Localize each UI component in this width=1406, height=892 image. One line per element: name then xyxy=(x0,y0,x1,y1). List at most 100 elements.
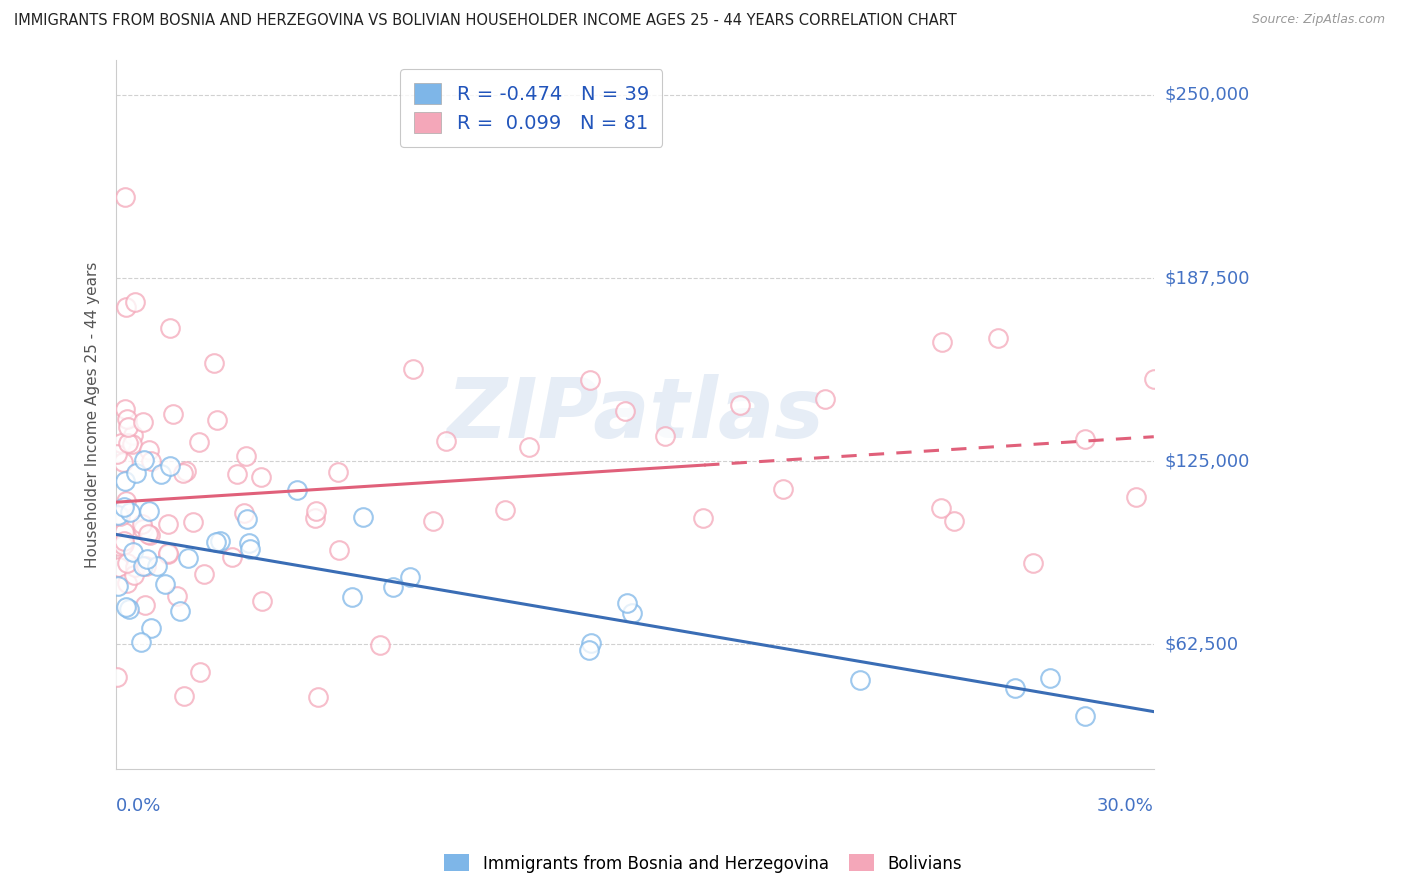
Point xyxy=(1143,372,1166,386)
Point xyxy=(614,404,637,418)
Text: IMMIGRANTS FROM BOSNIA AND HERZEGOVINA VS BOLIVIAN HOUSEHOLDER INCOME AGES 25 - : IMMIGRANTS FROM BOSNIA AND HERZEGOVINA V… xyxy=(14,13,957,29)
Point xyxy=(172,467,194,481)
Text: 0.0%: 0.0% xyxy=(117,797,162,815)
Point xyxy=(150,467,173,482)
Point xyxy=(1039,671,1062,685)
Text: $187,500: $187,500 xyxy=(1166,269,1250,287)
Point xyxy=(193,567,215,582)
Point xyxy=(111,455,134,469)
Text: $62,500: $62,500 xyxy=(1166,635,1239,654)
Point xyxy=(132,523,155,537)
Point xyxy=(105,447,128,461)
Point xyxy=(107,508,129,523)
Point xyxy=(579,636,602,650)
Point xyxy=(108,560,131,574)
Point xyxy=(399,570,422,584)
Point xyxy=(285,483,308,497)
Point xyxy=(139,454,162,468)
Point xyxy=(692,511,714,525)
Point xyxy=(110,436,132,450)
Point xyxy=(118,505,141,519)
Point xyxy=(987,331,1010,345)
Point xyxy=(125,466,148,480)
Point xyxy=(307,690,329,704)
Point xyxy=(117,435,139,450)
Text: $125,000: $125,000 xyxy=(1166,452,1250,470)
Point xyxy=(238,536,260,550)
Point xyxy=(929,500,952,515)
Point xyxy=(654,429,676,443)
Point xyxy=(181,516,204,530)
Point xyxy=(153,577,176,591)
Point xyxy=(157,546,180,560)
Point xyxy=(1125,491,1147,505)
Point xyxy=(121,428,143,442)
Point xyxy=(138,442,160,457)
Point xyxy=(107,539,129,553)
Point xyxy=(124,568,146,582)
Point xyxy=(931,334,953,349)
Point xyxy=(1022,556,1045,570)
Point xyxy=(304,511,326,525)
Point xyxy=(115,494,138,508)
Point xyxy=(114,190,136,204)
Point xyxy=(188,665,211,679)
Point xyxy=(132,559,155,574)
Point xyxy=(159,320,181,334)
Point xyxy=(146,559,169,574)
Point xyxy=(579,373,602,387)
Point xyxy=(156,516,179,531)
Point xyxy=(772,483,794,497)
Point xyxy=(232,506,254,520)
Point xyxy=(402,362,425,376)
Point xyxy=(1073,709,1095,723)
Point xyxy=(177,551,200,566)
Point xyxy=(114,402,136,417)
Point xyxy=(174,464,197,478)
Point xyxy=(112,533,135,548)
Point xyxy=(134,599,156,613)
Point xyxy=(135,559,157,574)
Point xyxy=(305,504,328,518)
Point xyxy=(108,508,131,523)
Point xyxy=(205,413,228,427)
Legend: R = -0.474   N = 39, R =  0.099   N = 81: R = -0.474 N = 39, R = 0.099 N = 81 xyxy=(401,70,662,146)
Point xyxy=(138,504,160,518)
Point xyxy=(124,560,146,574)
Point xyxy=(235,449,257,463)
Text: $250,000: $250,000 xyxy=(1166,86,1250,103)
Point xyxy=(162,407,184,421)
Point xyxy=(422,514,444,528)
Point xyxy=(159,458,181,473)
Point xyxy=(616,597,638,611)
Point xyxy=(1073,432,1095,446)
Point xyxy=(169,604,191,618)
Y-axis label: Householder Income Ages 25 - 44 years: Householder Income Ages 25 - 44 years xyxy=(86,261,100,567)
Point xyxy=(115,412,138,426)
Legend: Immigrants from Bosnia and Herzegovina, Bolivians: Immigrants from Bosnia and Herzegovina, … xyxy=(437,847,969,880)
Point xyxy=(114,474,136,488)
Point xyxy=(166,590,188,604)
Point xyxy=(173,689,195,703)
Point xyxy=(942,514,965,528)
Point xyxy=(114,599,136,614)
Point xyxy=(188,435,211,450)
Point xyxy=(239,542,262,557)
Point xyxy=(340,590,363,604)
Point xyxy=(115,300,138,314)
Point xyxy=(136,527,159,541)
Point xyxy=(112,524,135,539)
Point xyxy=(728,398,751,412)
Point xyxy=(252,594,274,608)
Point xyxy=(111,538,134,552)
Point xyxy=(107,579,129,593)
Point xyxy=(139,622,162,636)
Point xyxy=(131,516,153,531)
Point xyxy=(494,503,516,517)
Point xyxy=(122,545,145,559)
Point xyxy=(115,575,138,590)
Point xyxy=(221,549,243,564)
Point xyxy=(209,534,232,549)
Point xyxy=(250,469,273,483)
Point xyxy=(328,542,350,557)
